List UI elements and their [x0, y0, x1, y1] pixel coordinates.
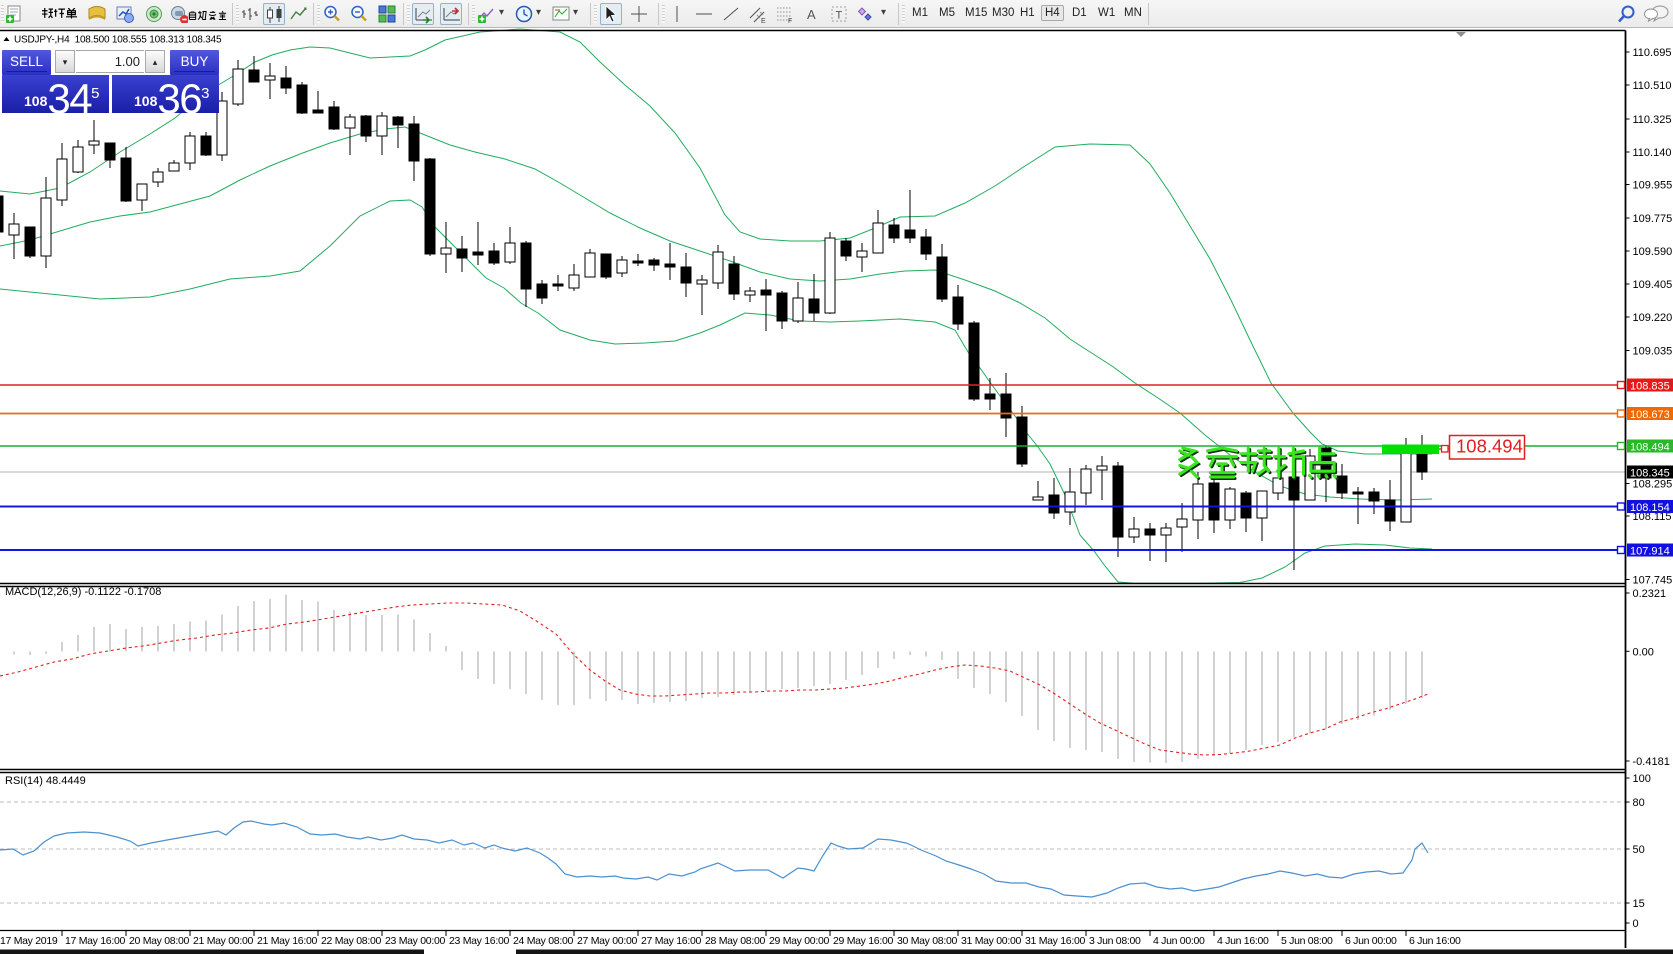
svg-text:28 May 08:00: 28 May 08:00 — [705, 935, 765, 947]
svg-text:0: 0 — [1633, 918, 1639, 930]
svg-text:4 Jun 16:00: 4 Jun 16:00 — [1217, 935, 1269, 947]
svg-text:110.510: 110.510 — [1633, 80, 1672, 92]
svg-text:110.695: 110.695 — [1633, 47, 1672, 59]
svg-text:109.955: 109.955 — [1633, 180, 1673, 192]
svg-text:30 May 08:00: 30 May 08:00 — [897, 935, 957, 947]
svg-text:USDJPY-,H4 108.500 108.555 10: USDJPY-,H4 108.500 108.555 108.313 108.3… — [14, 35, 222, 46]
svg-text:108.115: 108.115 — [1633, 511, 1672, 523]
svg-text:27 May 00:00: 27 May 00:00 — [577, 935, 637, 947]
svg-text:17 May 2019: 17 May 2019 — [0, 935, 58, 947]
svg-text:15: 15 — [1633, 898, 1645, 910]
svg-text:108.673: 108.673 — [1630, 409, 1670, 421]
svg-text:80: 80 — [1633, 797, 1645, 809]
svg-text:110.325: 110.325 — [1633, 114, 1672, 126]
svg-text:108.494: 108.494 — [1630, 442, 1670, 454]
svg-text:21 May 00:00: 21 May 00:00 — [193, 935, 253, 947]
svg-text:5 Jun 08:00: 5 Jun 08:00 — [1281, 935, 1333, 947]
svg-text:109.220: 109.220 — [1633, 312, 1673, 324]
svg-text:29 May 00:00: 29 May 00:00 — [769, 935, 829, 947]
svg-text:0.2321: 0.2321 — [1633, 588, 1667, 600]
svg-text:110.140: 110.140 — [1633, 147, 1672, 159]
svg-text:31 May 00:00: 31 May 00:00 — [961, 935, 1021, 947]
svg-text:A: A — [807, 7, 816, 22]
svg-text:108.494: 108.494 — [1456, 436, 1523, 457]
svg-text:108.345: 108.345 — [1630, 468, 1670, 480]
svg-text:0.00: 0.00 — [1633, 646, 1654, 658]
svg-text:107.914: 107.914 — [1630, 546, 1670, 558]
svg-text:-0.4181: -0.4181 — [1633, 756, 1670, 768]
svg-text:109.775: 109.775 — [1633, 213, 1673, 225]
svg-text:17 May 16:00: 17 May 16:00 — [65, 935, 125, 947]
svg-text:F: F — [788, 18, 792, 24]
svg-text:T: T — [836, 10, 843, 22]
svg-text:108.295: 108.295 — [1633, 479, 1673, 491]
svg-text:109.405: 109.405 — [1633, 279, 1673, 291]
svg-text:24 May 08:00: 24 May 08:00 — [513, 935, 573, 947]
svg-text:4 Jun 00:00: 4 Jun 00:00 — [1153, 935, 1205, 947]
svg-text:109.035: 109.035 — [1633, 346, 1673, 358]
svg-text:50: 50 — [1633, 844, 1645, 856]
svg-text:MACD(12,26,9) -0.1122 -0.1708: MACD(12,26,9) -0.1122 -0.1708 — [5, 586, 161, 598]
svg-text:109.590: 109.590 — [1633, 246, 1673, 258]
svg-text:100: 100 — [1633, 773, 1651, 785]
svg-text:23 May 00:00: 23 May 00:00 — [385, 935, 445, 947]
svg-text:20 May 08:00: 20 May 08:00 — [129, 935, 189, 947]
svg-text:6 Jun 16:00: 6 Jun 16:00 — [1409, 935, 1461, 947]
svg-text:29 May 16:00: 29 May 16:00 — [833, 935, 893, 947]
svg-text:31 May 16:00: 31 May 16:00 — [1025, 935, 1085, 947]
svg-text:108.835: 108.835 — [1630, 381, 1670, 393]
svg-text:E: E — [761, 18, 766, 24]
svg-text:21 May 16:00: 21 May 16:00 — [257, 935, 317, 947]
svg-text:108.154: 108.154 — [1630, 502, 1670, 514]
svg-text:22 May 08:00: 22 May 08:00 — [321, 935, 381, 947]
svg-text:6 Jun 00:00: 6 Jun 00:00 — [1345, 935, 1397, 947]
svg-text:27 May 16:00: 27 May 16:00 — [641, 935, 701, 947]
svg-text:RSI(14) 48.4449: RSI(14) 48.4449 — [5, 775, 86, 787]
svg-text:23 May 16:00: 23 May 16:00 — [449, 935, 509, 947]
svg-text:3 Jun 08:00: 3 Jun 08:00 — [1089, 935, 1141, 947]
svg-text:107.745: 107.745 — [1633, 575, 1673, 587]
